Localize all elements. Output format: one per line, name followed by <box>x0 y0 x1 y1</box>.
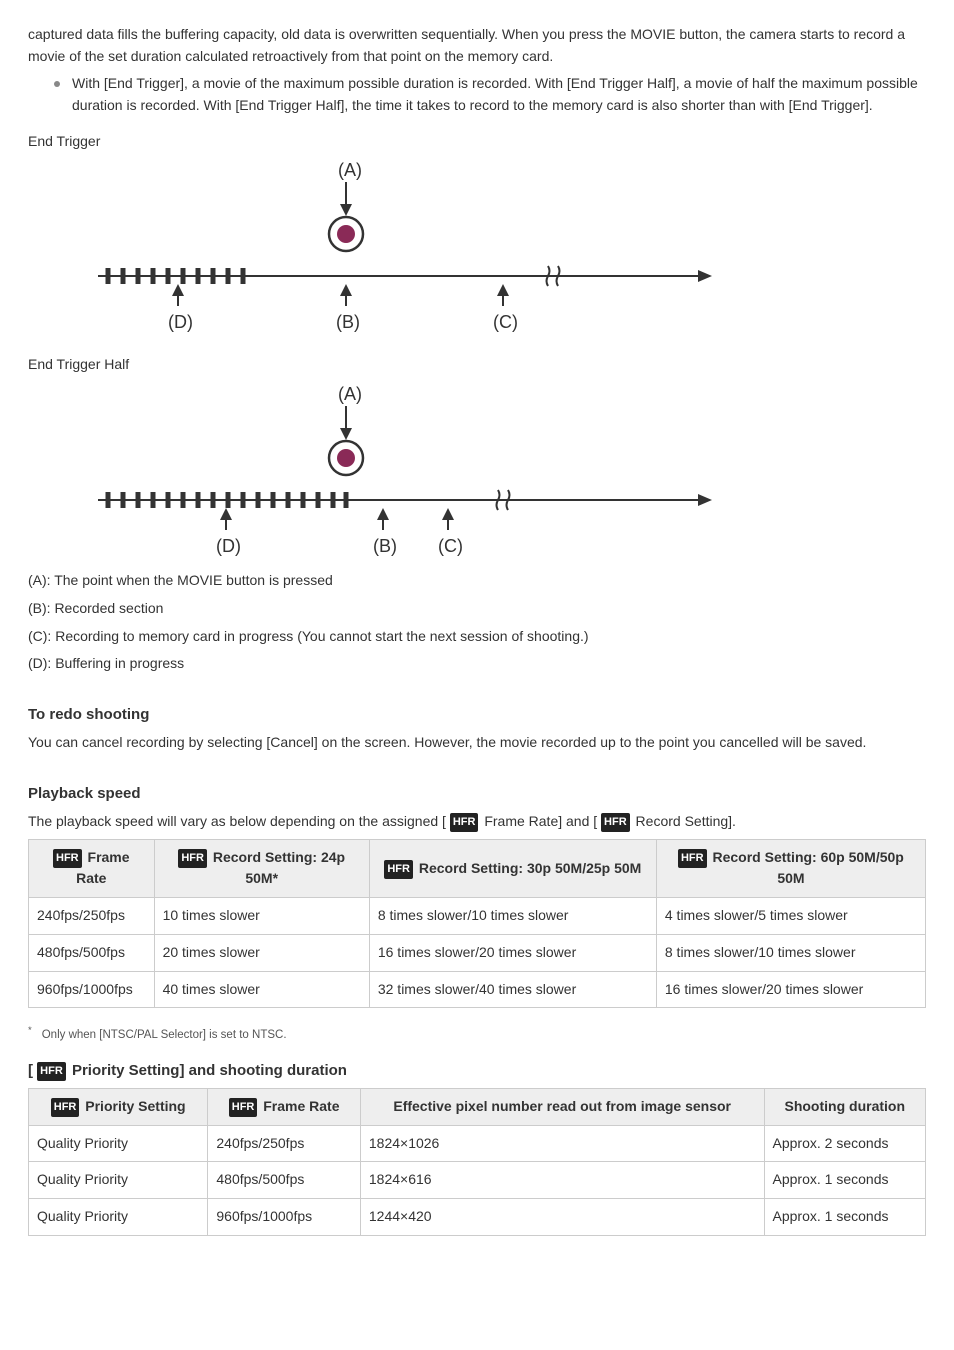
cell: Quality Priority <box>29 1199 208 1236</box>
redo-body: You can cancel recording by selecting [C… <box>28 732 926 754</box>
table-row: 240fps/250fps 10 times slower 8 times sl… <box>29 898 926 935</box>
priority-th-rate: HFR Frame Rate <box>208 1089 360 1126</box>
playback-lead-pre: The playback speed will vary as below de… <box>28 813 446 829</box>
cell: 10 times slower <box>154 898 369 935</box>
cell: 16 times slower/20 times slower <box>369 934 656 971</box>
legend-a: (A): The point when the MOVIE button is … <box>28 570 926 592</box>
cell: Approx. 1 seconds <box>764 1162 925 1199</box>
bullet-icon <box>54 81 60 87</box>
hfr-icon: HFR <box>229 1098 258 1117</box>
cell: 20 times slower <box>154 934 369 971</box>
intro-paragraph: captured data fills the buffering capaci… <box>28 24 926 67</box>
cell: 240fps/250fps <box>208 1125 360 1162</box>
end-trigger-half-label: End Trigger Half <box>28 354 926 376</box>
cell: 4 times slower/5 times slower <box>656 898 925 935</box>
th-text: Priority Setting <box>81 1098 185 1114</box>
end-trigger-half-diagram: (A) (D) (B) (C) <box>28 380 728 570</box>
priority-th-pixels: Effective pixel number read out from ima… <box>360 1089 764 1126</box>
intro-bullet-text: With [End Trigger], a movie of the maxim… <box>72 73 926 116</box>
th-text: Record Setting: 24p 50M* <box>209 849 345 887</box>
playback-lead-post: Record Setting]. <box>632 813 736 829</box>
cell: 40 times slower <box>154 971 369 1008</box>
playback-lead-mid: Frame Rate] and [ <box>480 813 597 829</box>
playback-th-rate: HFR Frame Rate <box>29 839 155 897</box>
cell: 32 times slower/40 times slower <box>369 971 656 1008</box>
legend-b: (B): Recorded section <box>28 598 926 620</box>
cell: 1824×616 <box>360 1162 764 1199</box>
playback-th-30: HFR Record Setting: 30p 50M/25p 50M <box>369 839 656 897</box>
cell: 1244×420 <box>360 1199 764 1236</box>
cell: Approx. 2 seconds <box>764 1125 925 1162</box>
cell: 960fps/1000fps <box>208 1199 360 1236</box>
legend-d: (D): Buffering in progress <box>28 653 926 675</box>
cell: 16 times slower/20 times slower <box>656 971 925 1008</box>
hfr-icon: HFR <box>450 813 479 832</box>
redo-title: To redo shooting <box>28 703 926 726</box>
svg-text:(C): (C) <box>438 536 463 556</box>
hfr-icon: HFR <box>51 1098 80 1117</box>
priority-table: HFR Priority Setting HFR Frame Rate Effe… <box>28 1088 926 1236</box>
th-text: Record Setting: 30p 50M/25p 50M <box>415 860 641 876</box>
table-row: 480fps/500fps 20 times slower 16 times s… <box>29 934 926 971</box>
footnote-text: Only when [NTSC/PAL Selector] is set to … <box>42 1029 287 1041</box>
hfr-icon: HFR <box>53 849 82 868</box>
cell: 480fps/500fps <box>29 934 155 971</box>
hfr-icon: HFR <box>37 1062 66 1081</box>
title-post: Priority Setting] and shooting duration <box>68 1062 347 1079</box>
cell: 8 times slower/10 times slower <box>369 898 656 935</box>
svg-text:(C): (C) <box>493 312 518 332</box>
priority-th-duration: Shooting duration <box>764 1089 925 1126</box>
table-row: Quality Priority 480fps/500fps 1824×616 … <box>29 1162 926 1199</box>
table-row: Quality Priority 960fps/1000fps 1244×420… <box>29 1199 926 1236</box>
svg-text:(B): (B) <box>373 536 397 556</box>
cell: 240fps/250fps <box>29 898 155 935</box>
playback-footnote: *Only when [NTSC/PAL Selector] is set to… <box>28 1024 926 1045</box>
playback-title: Playback speed <box>28 782 926 805</box>
playback-th-60: HFR Record Setting: 60p 50M/50p 50M <box>656 839 925 897</box>
end-trigger-label: End Trigger <box>28 131 926 153</box>
playback-table: HFR Frame Rate HFR Record Setting: 24p 5… <box>28 839 926 1008</box>
cell: Approx. 1 seconds <box>764 1199 925 1236</box>
intro-bullet: With [End Trigger], a movie of the maxim… <box>54 73 926 116</box>
cell: 1824×1026 <box>360 1125 764 1162</box>
table-row: 960fps/1000fps 40 times slower 32 times … <box>29 971 926 1008</box>
hfr-icon: HFR <box>601 813 630 832</box>
th-text: Record Setting: 60p 50M/50p 50M <box>709 849 904 887</box>
svg-text:(B): (B) <box>336 312 360 332</box>
svg-text:(D): (D) <box>168 312 193 332</box>
cell: 480fps/500fps <box>208 1162 360 1199</box>
cell: 960fps/1000fps <box>29 971 155 1008</box>
table-row: Quality Priority 240fps/250fps 1824×1026… <box>29 1125 926 1162</box>
title-pre: [ <box>28 1062 37 1079</box>
hfr-icon: HFR <box>178 849 207 868</box>
cell: 8 times slower/10 times slower <box>656 934 925 971</box>
hfr-icon: HFR <box>678 849 707 868</box>
cell: Quality Priority <box>29 1162 208 1199</box>
cell: Quality Priority <box>29 1125 208 1162</box>
end-trigger-diagram: (A) (D) (B) (C) <box>28 156 728 346</box>
playback-th-24: HFR Record Setting: 24p 50M* <box>154 839 369 897</box>
th-text: Frame Rate <box>259 1098 339 1114</box>
svg-text:(D): (D) <box>216 536 241 556</box>
priority-th-setting: HFR Priority Setting <box>29 1089 208 1126</box>
th-text: Frame Rate <box>76 849 129 887</box>
diagram-a-label: (A) <box>338 160 362 180</box>
playback-lead: The playback speed will vary as below de… <box>28 811 926 833</box>
svg-text:(A): (A) <box>338 384 362 404</box>
legend-c: (C): Recording to memory card in progres… <box>28 626 926 648</box>
priority-title: [ HFR Priority Setting] and shooting dur… <box>28 1059 926 1082</box>
hfr-icon: HFR <box>384 860 413 879</box>
